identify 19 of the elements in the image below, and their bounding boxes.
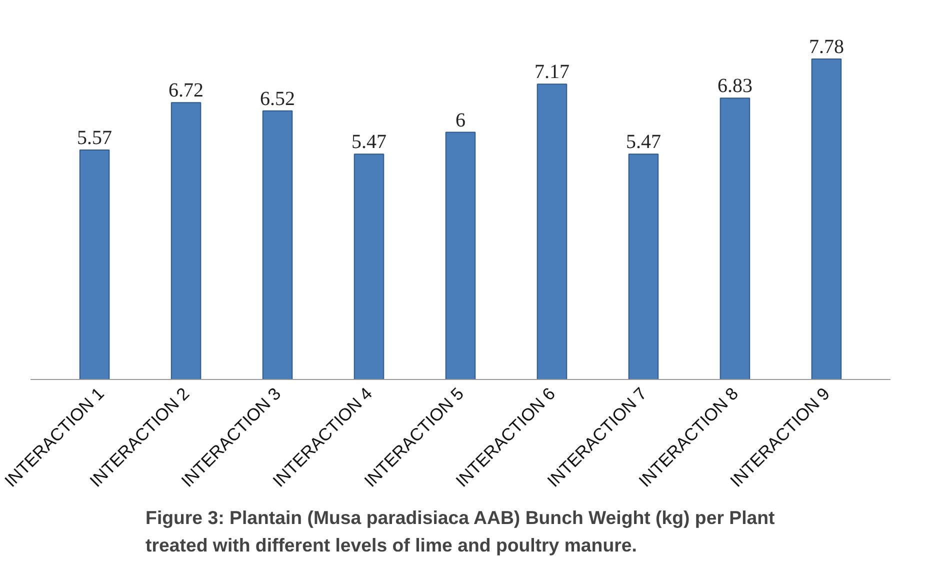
data-label: 6.72 bbox=[168, 80, 204, 102]
bar bbox=[720, 98, 750, 380]
bar bbox=[536, 84, 568, 380]
bar bbox=[354, 154, 384, 380]
bar bbox=[79, 150, 110, 380]
bar bbox=[445, 132, 476, 380]
data-label: 6.52 bbox=[260, 88, 296, 110]
data-label: 7.78 bbox=[808, 36, 844, 58]
bar bbox=[170, 102, 202, 380]
data-label: 6.83 bbox=[717, 75, 752, 98]
text: Figure 3: Plantain (Musa paradisiaca AAB) Bunch Weight (kg) per Plant treated with different levels of lime and poultry manure. bbox=[146, 507, 775, 556]
bar bbox=[811, 58, 842, 380]
data-label: 5.47 bbox=[626, 131, 661, 154]
bar bbox=[628, 154, 659, 380]
data-label: 5.47 bbox=[352, 131, 387, 154]
data-label: 6 bbox=[456, 109, 466, 132]
data-label: 7.17 bbox=[534, 61, 570, 84]
data-label: 5.57 bbox=[77, 127, 112, 150]
bar bbox=[262, 110, 293, 380]
